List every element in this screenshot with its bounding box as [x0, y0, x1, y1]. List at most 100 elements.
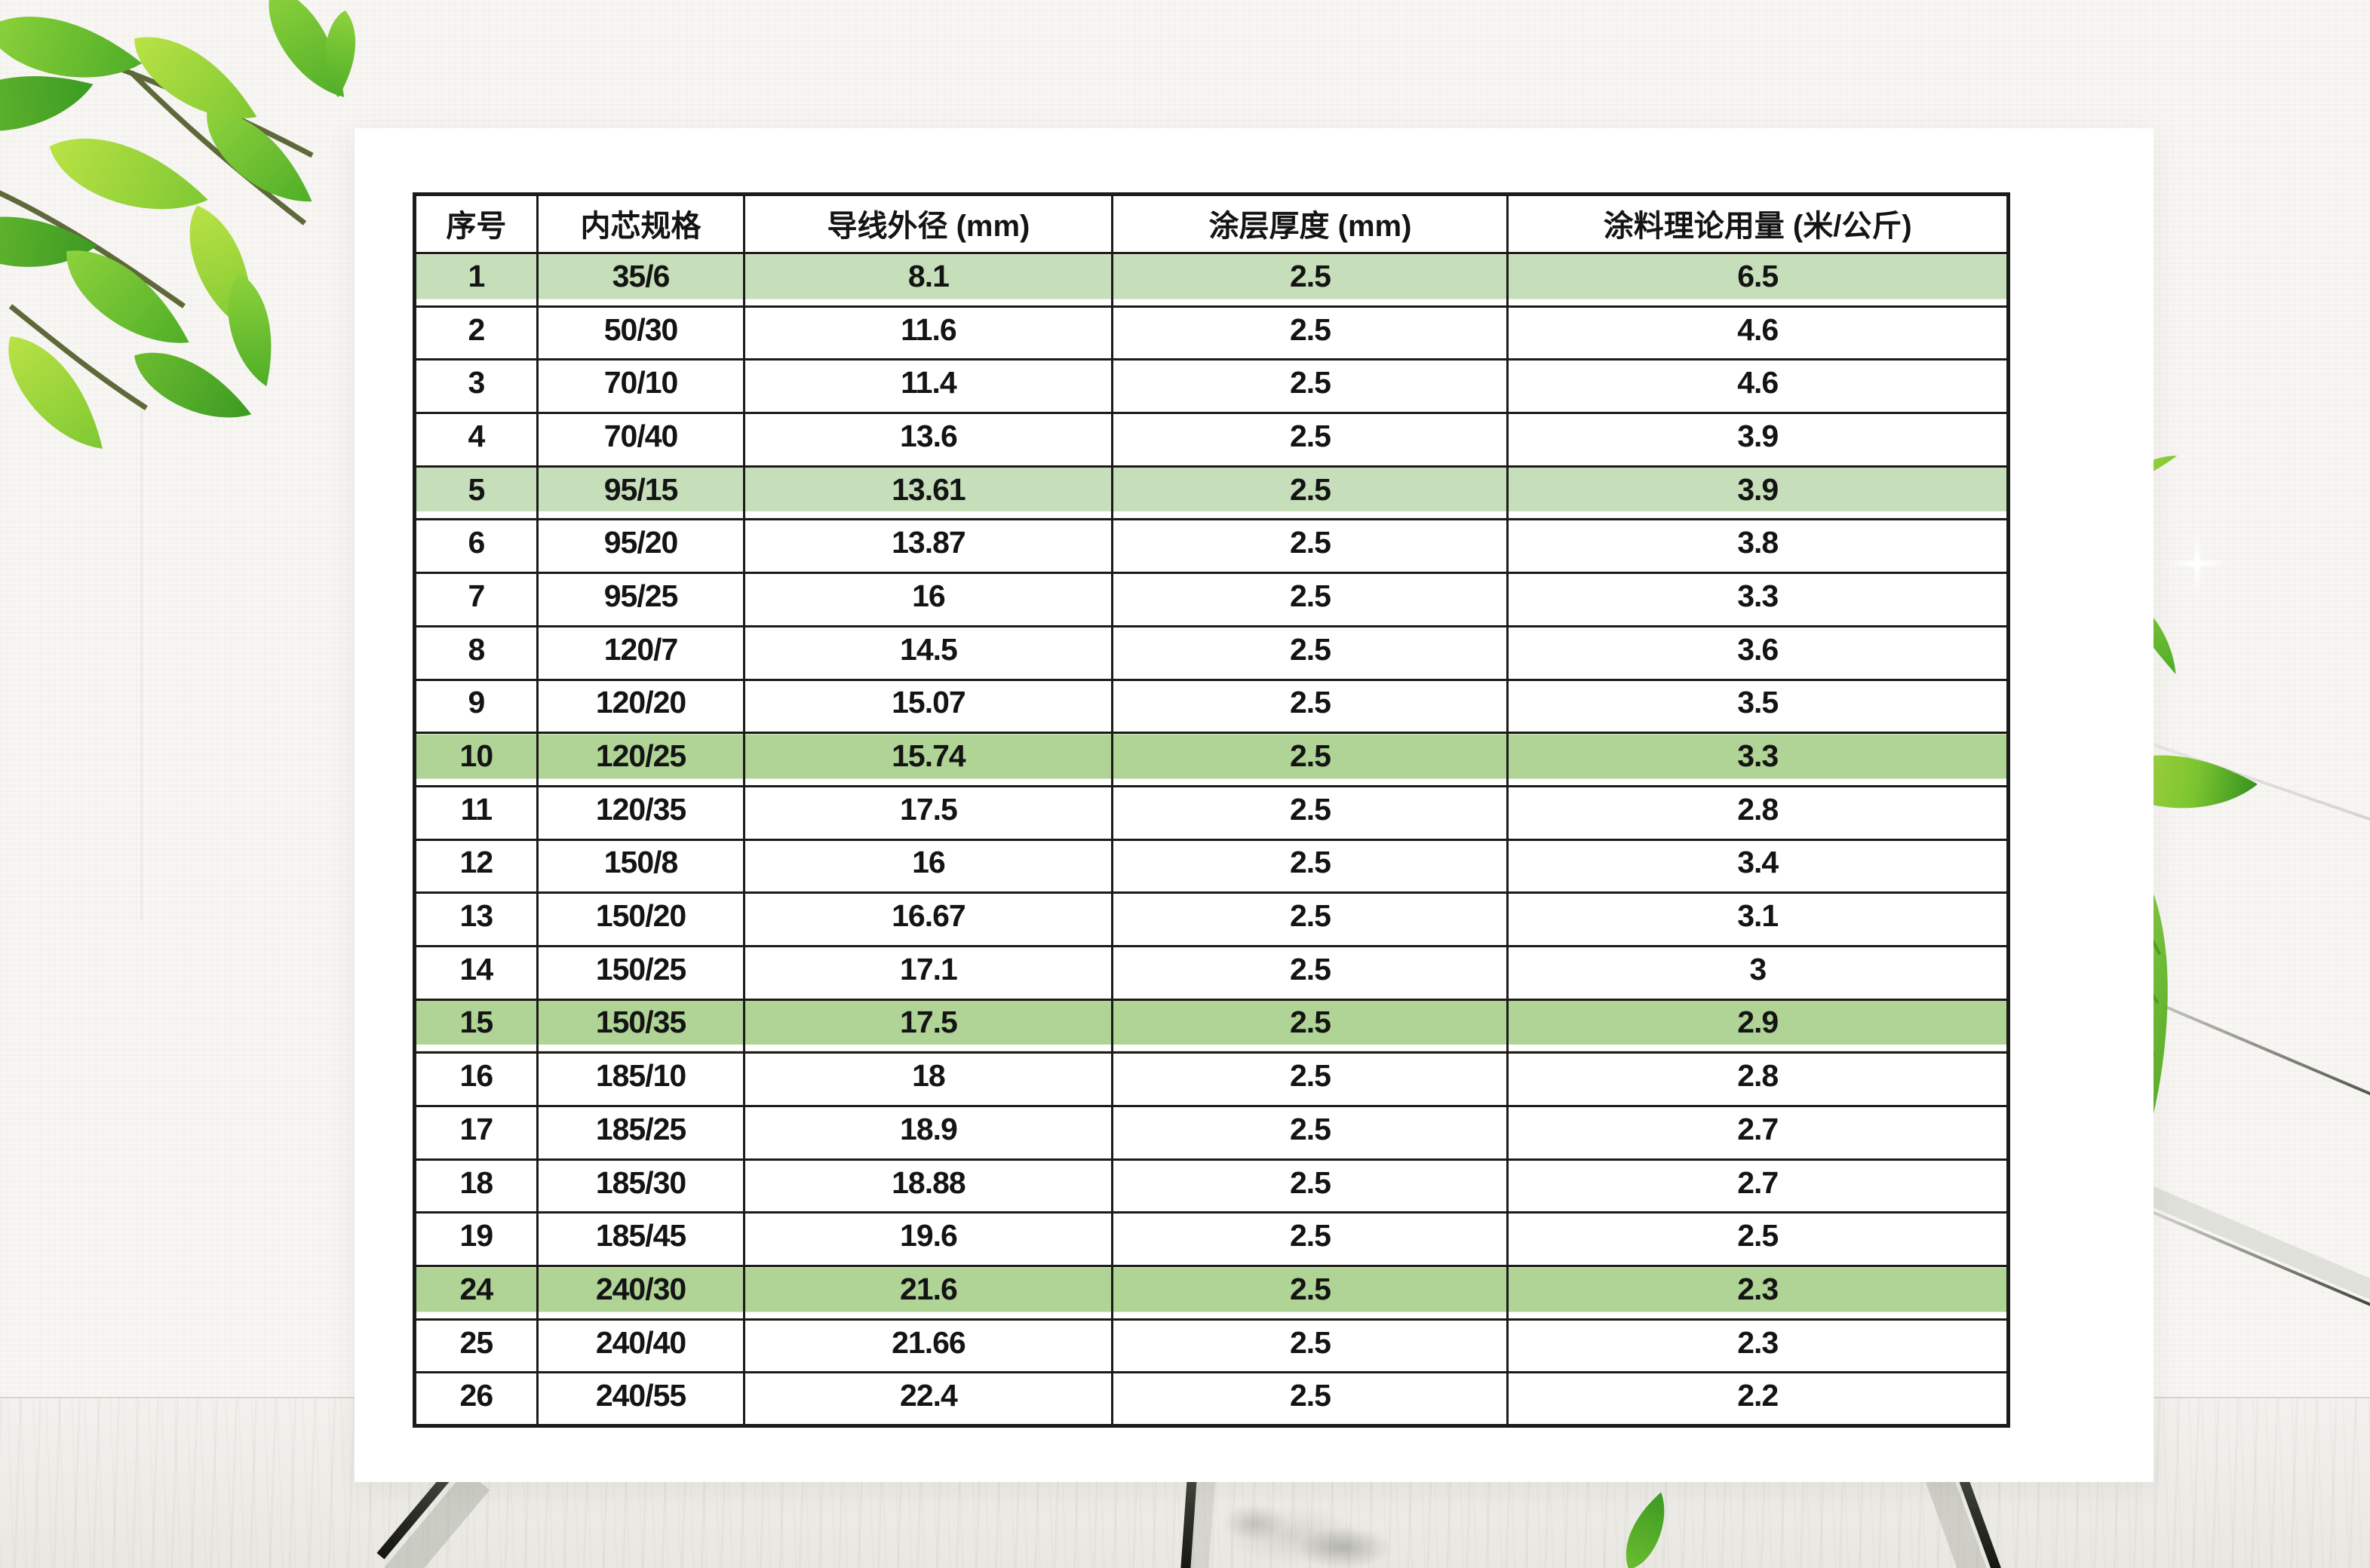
table-cell: 2.5: [1111, 518, 1509, 575]
table-cell: 35/6: [536, 252, 746, 308]
table-cell: 2.5: [1506, 1211, 2009, 1268]
table-row: 3 70/10 11.4 2.5 4.6: [413, 358, 2009, 415]
table-cell: 240/30: [536, 1265, 746, 1321]
table-cell: 2.5: [1111, 1318, 1509, 1374]
table-cell: 1: [413, 252, 539, 308]
table-cell: 15.74: [743, 732, 1114, 787]
table-cell: 16.67: [743, 891, 1114, 947]
column-header: 涂料理论用量 (米/公斤): [1506, 193, 2009, 254]
table-cell: 4.6: [1506, 358, 2009, 415]
table-row: 16 185/10 18 2.5 2.8: [413, 1051, 2009, 1107]
table-cell: 17: [413, 1105, 539, 1161]
table-cell: 16: [743, 838, 1114, 894]
table-cell: 2.7: [1506, 1105, 2009, 1161]
table-cell: 2.3: [1506, 1265, 2009, 1321]
table-cell: 2.5: [1111, 1105, 1509, 1161]
table-cell: 10: [413, 732, 539, 787]
table-cell: 14.5: [743, 624, 1114, 681]
table-cell: 2.5: [1111, 572, 1509, 628]
table-cell: 17.5: [743, 784, 1114, 841]
table-cell: 2.5: [1111, 732, 1509, 787]
table-cell: 3: [1506, 944, 2009, 1001]
table-cell: 18: [743, 1051, 1114, 1107]
table-cell: 17.5: [743, 998, 1114, 1054]
table-row: 2 50/30 11.6 2.5 4.6: [413, 305, 2009, 361]
table-cell: 15.07: [743, 678, 1114, 735]
table-cell: 2.5: [1111, 784, 1509, 841]
table-cell: 2.5: [1111, 1265, 1509, 1321]
table-cell: 15: [413, 998, 539, 1054]
table-cell: 14: [413, 944, 539, 1001]
table-cell: 240/55: [536, 1371, 746, 1428]
column-header: 涂层厚度 (mm): [1111, 193, 1509, 254]
table-cell: 2.5: [1111, 465, 1509, 521]
table-row: 26 240/55 22.4 2.5 2.2: [413, 1371, 2009, 1428]
table-cell: 4.6: [1506, 305, 2009, 361]
table-cell: 2.5: [1111, 305, 1509, 361]
table-cell: 150/20: [536, 891, 746, 947]
table-cell: 2.5: [1111, 358, 1509, 415]
table-cell: 4: [413, 412, 539, 468]
table-cell: 2.5: [1111, 412, 1509, 468]
table-cell: 2.5: [1111, 891, 1509, 947]
table-body: 1 35/6 8.1 2.5 6.5 2 50/30 11.6 2.5 4.6 3 70/10 11.4…: [413, 252, 2009, 1428]
table-cell: 17.1: [743, 944, 1114, 1001]
table-cell: 95/15: [536, 465, 746, 521]
table-cell: 3.6: [1506, 624, 2009, 681]
table-cell: 13.61: [743, 465, 1114, 521]
table-cell: 2.5: [1111, 252, 1509, 308]
table-row: 17 185/25 18.9 2.5 2.7: [413, 1105, 2009, 1161]
table-row: 6 95/20 13.87 2.5 3.8: [413, 518, 2009, 575]
table-cell: 11.6: [743, 305, 1114, 361]
table-row: 9 120/20 15.07 2.5 3.5: [413, 678, 2009, 735]
wall-seam: [140, 407, 143, 920]
table-cell: 120/20: [536, 678, 746, 735]
column-header: 序号: [413, 193, 539, 254]
table-cell: 185/10: [536, 1051, 746, 1107]
table-cell: 3.9: [1506, 465, 2009, 521]
table-cell: 24: [413, 1265, 539, 1321]
table-row: 18 185/30 18.88 2.5 2.7: [413, 1158, 2009, 1214]
table-header-row: 序号 内芯规格 导线外径 (mm) 涂层厚度 (mm) 涂料理论用量 (米/公斤): [413, 193, 2009, 254]
table-row: 5 95/15 13.61 2.5 3.9: [413, 465, 2009, 521]
table-cell: 18: [413, 1158, 539, 1214]
table-cell: 2.5: [1111, 624, 1509, 681]
table-cell: 3.3: [1506, 732, 2009, 787]
table-cell: 26: [413, 1371, 539, 1428]
table-cell: 12: [413, 838, 539, 894]
table-cell: 18.9: [743, 1105, 1114, 1161]
table-cell: 7: [413, 572, 539, 628]
table-cell: 2.5: [1111, 1158, 1509, 1214]
table-cell: 11: [413, 784, 539, 841]
table-row: 13 150/20 16.67 2.5 3.1: [413, 891, 2009, 947]
table-cell: 21.6: [743, 1265, 1114, 1321]
table-cell: 5: [413, 465, 539, 521]
table-row: 4 70/40 13.6 2.5 3.9: [413, 412, 2009, 468]
table-row: 19 185/45 19.6 2.5 2.5: [413, 1211, 2009, 1268]
table-cell: 120/7: [536, 624, 746, 681]
table-cell: 3.4: [1506, 838, 2009, 894]
table-cell: 2.2: [1506, 1371, 2009, 1428]
table-cell: 2.9: [1506, 998, 2009, 1054]
table-row: 24 240/30 21.6 2.5 2.3: [413, 1265, 2009, 1321]
sparkle-icon: [2163, 529, 2231, 597]
table-cell: 19.6: [743, 1211, 1114, 1268]
table-header-row: 序号 内芯规格 导线外径 (mm) 涂层厚度 (mm) 涂料理论用量 (米/公斤): [413, 193, 2009, 254]
column-header: 内芯规格: [536, 193, 746, 254]
table-cell: 2.5: [1111, 838, 1509, 894]
table-cell: 2.8: [1506, 1051, 2009, 1107]
table-cell: 3.8: [1506, 518, 2009, 575]
table-cell: 6.5: [1506, 252, 2009, 308]
table-cell: 6: [413, 518, 539, 575]
table-cell: 120/25: [536, 732, 746, 787]
table-cell: 13.87: [743, 518, 1114, 575]
table-row: 8 120/7 14.5 2.5 3.6: [413, 624, 2009, 681]
table-cell: 95/25: [536, 572, 746, 628]
table-cell: 2.5: [1111, 1051, 1509, 1107]
table-row: 14 150/25 17.1 2.5 3: [413, 944, 2009, 1001]
table-cell: 150/25: [536, 944, 746, 1001]
table-cell: 2.5: [1111, 944, 1509, 1001]
